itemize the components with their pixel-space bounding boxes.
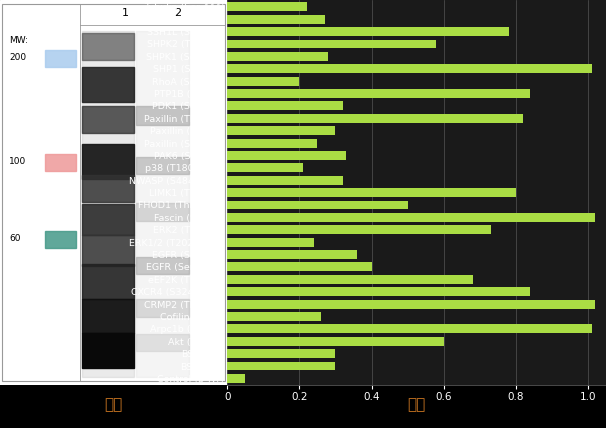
Bar — [227, 39, 436, 48]
Bar — [227, 213, 595, 222]
Bar — [227, 163, 303, 172]
Bar — [227, 238, 314, 247]
Bar — [227, 2, 307, 11]
Bar — [227, 139, 318, 148]
Bar — [227, 374, 245, 383]
Bar — [227, 27, 508, 36]
Text: 左图: 左图 — [104, 397, 123, 412]
Bar — [82, 204, 134, 235]
Bar — [82, 106, 134, 133]
Bar — [82, 235, 134, 266]
Text: 60: 60 — [9, 234, 21, 244]
Bar — [45, 231, 76, 248]
Bar — [136, 203, 188, 220]
Bar — [82, 145, 134, 179]
Bar — [136, 334, 188, 351]
Bar — [136, 300, 188, 317]
Bar — [136, 31, 188, 377]
Text: 右图: 右图 — [407, 397, 426, 412]
Bar — [227, 262, 371, 271]
Bar — [82, 333, 134, 368]
Bar — [136, 157, 188, 174]
Text: 2: 2 — [174, 9, 181, 18]
Bar — [227, 52, 328, 61]
Bar — [227, 89, 530, 98]
Bar — [45, 50, 76, 67]
Bar — [227, 337, 444, 346]
Bar — [82, 33, 134, 59]
Bar — [82, 67, 134, 102]
Bar — [45, 154, 76, 171]
Text: 100: 100 — [9, 157, 26, 166]
Bar — [227, 101, 342, 110]
Bar — [227, 312, 321, 321]
Bar — [82, 299, 134, 333]
Bar — [227, 77, 299, 86]
Text: 1: 1 — [121, 9, 128, 18]
Bar — [227, 287, 530, 296]
Text: MW:: MW: — [9, 36, 28, 45]
Bar — [82, 31, 134, 377]
Bar — [227, 15, 325, 24]
Bar — [227, 349, 336, 358]
Text: 200: 200 — [9, 53, 26, 62]
Bar — [227, 201, 408, 209]
Bar — [136, 257, 188, 274]
Bar — [227, 126, 336, 135]
Bar — [227, 64, 591, 73]
Bar — [82, 264, 134, 299]
Bar — [227, 151, 346, 160]
Bar — [227, 275, 473, 284]
Bar — [227, 250, 357, 259]
Bar — [227, 225, 491, 234]
Bar — [82, 175, 134, 202]
Bar — [227, 114, 523, 123]
Bar — [227, 324, 591, 333]
Bar — [227, 362, 336, 371]
Bar — [227, 176, 342, 184]
Bar — [227, 188, 516, 197]
Bar — [227, 300, 595, 309]
Bar — [136, 106, 188, 125]
